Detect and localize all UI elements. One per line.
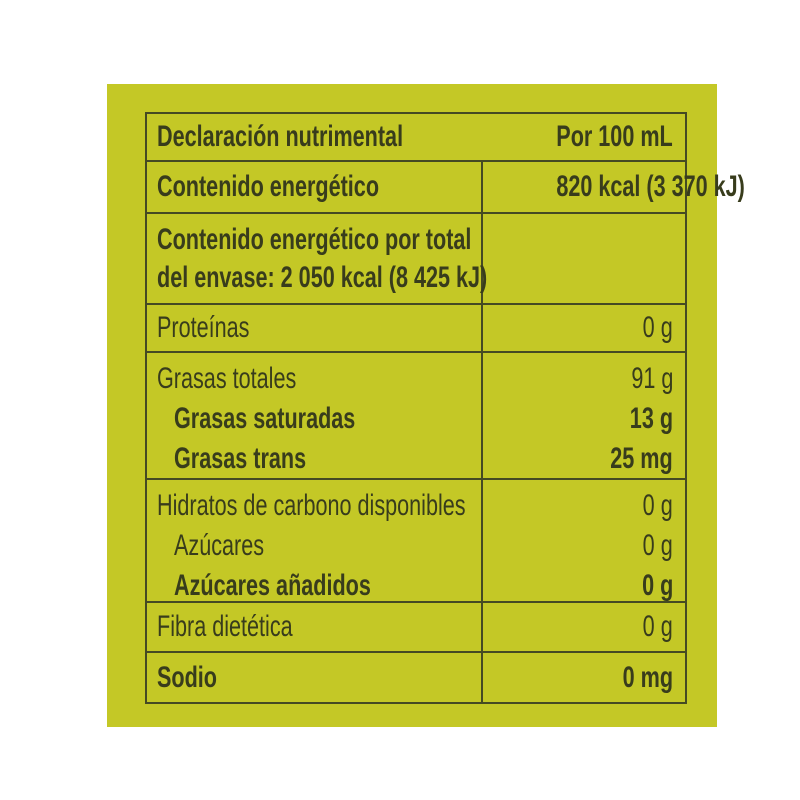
nutrient-label: Sodio	[157, 660, 217, 694]
nutrient-label: Contenido energético por total del envas…	[157, 222, 488, 294]
nutrient-name-cell: Hidratos de carbono disponibles Azúcares…	[147, 480, 481, 602]
nutrient-value: 13 g	[629, 402, 673, 435]
nutrient-label: Contenido energético	[157, 170, 380, 203]
nutrient-value: 0 g	[642, 610, 673, 643]
nutrient-value: 0 g	[642, 489, 673, 522]
nutrient-value: 820 kcal (3 370 kJ)	[556, 170, 745, 203]
nutrient-name-cell: Fibra dietética	[147, 603, 481, 651]
row-contenido-energetico: Contenido energético 820 kcal (3 370 kJ)	[147, 160, 745, 212]
nutrient-label: Proteínas	[157, 311, 250, 344]
nutrient-value: 91 g	[630, 362, 673, 395]
row-contenido-energetico-total: Contenido energético por total del envas…	[147, 212, 685, 303]
row-fibra-dietetica: Fibra dietética 0 g	[147, 601, 685, 651]
nutrient-label: Fibra dietética	[157, 610, 293, 643]
serving-size: Por 100 mL	[556, 120, 673, 153]
nutrient-label: Hidratos de carbono disponibles	[157, 489, 466, 522]
nutrient-name-cell: Grasas totales Grasas saturadas Grasas t…	[147, 353, 481, 478]
nutrient-value-cell: 0 g	[481, 603, 685, 651]
nutrient-sublabel: Azúcares añadidos	[174, 569, 371, 602]
nutrient-value-cell: 0 g 0 g 0 g	[481, 480, 685, 602]
nutrient-value-cell: 0 mg	[481, 653, 685, 702]
row-grasas: Grasas totales Grasas saturadas Grasas t…	[147, 351, 685, 478]
row-hidratos-de-carbono: Hidratos de carbono disponibles Azúcares…	[147, 478, 685, 602]
nutrient-value: 0 g	[642, 311, 673, 344]
nutrient-name-cell: Contenido energético por total del envas…	[147, 214, 488, 303]
nutrient-name-cell: Contenido energético	[147, 162, 481, 212]
nutrition-label: Declaración nutrimental Por 100 mL Conte…	[107, 84, 745, 727]
nutrient-value: 0 g	[642, 529, 673, 562]
nutrient-value-cell: 91 g 13 g 25 mg	[481, 353, 685, 478]
row-proteinas: Proteínas 0 g	[147, 303, 685, 351]
nutrient-sublabel: Azúcares	[174, 529, 265, 562]
row-sodio: Sodio 0 mg	[147, 651, 685, 702]
nutrient-value: 0 g	[641, 569, 673, 602]
nutrient-name-cell: Sodio	[147, 653, 481, 702]
nutrient-value-cell: 820 kcal (3 370 kJ)	[481, 162, 757, 212]
nutrient-value-cell	[481, 214, 685, 303]
nutrient-name-cell: Proteínas	[147, 305, 481, 351]
nutrient-value: 0 mg	[622, 660, 673, 694]
nutrient-sublabel: Grasas saturadas	[174, 402, 356, 435]
nutrient-sublabel: Grasas trans	[174, 442, 307, 475]
nutrient-value-cell: 0 g	[481, 305, 685, 351]
nutrition-table: Declaración nutrimental Por 100 mL Conte…	[145, 112, 745, 704]
table-title: Declaración nutrimental	[157, 120, 404, 153]
table-header-row: Declaración nutrimental Por 100 mL	[147, 114, 685, 160]
nutrient-label: Grasas totales	[157, 362, 297, 395]
nutrient-value: 25 mg	[610, 442, 673, 475]
